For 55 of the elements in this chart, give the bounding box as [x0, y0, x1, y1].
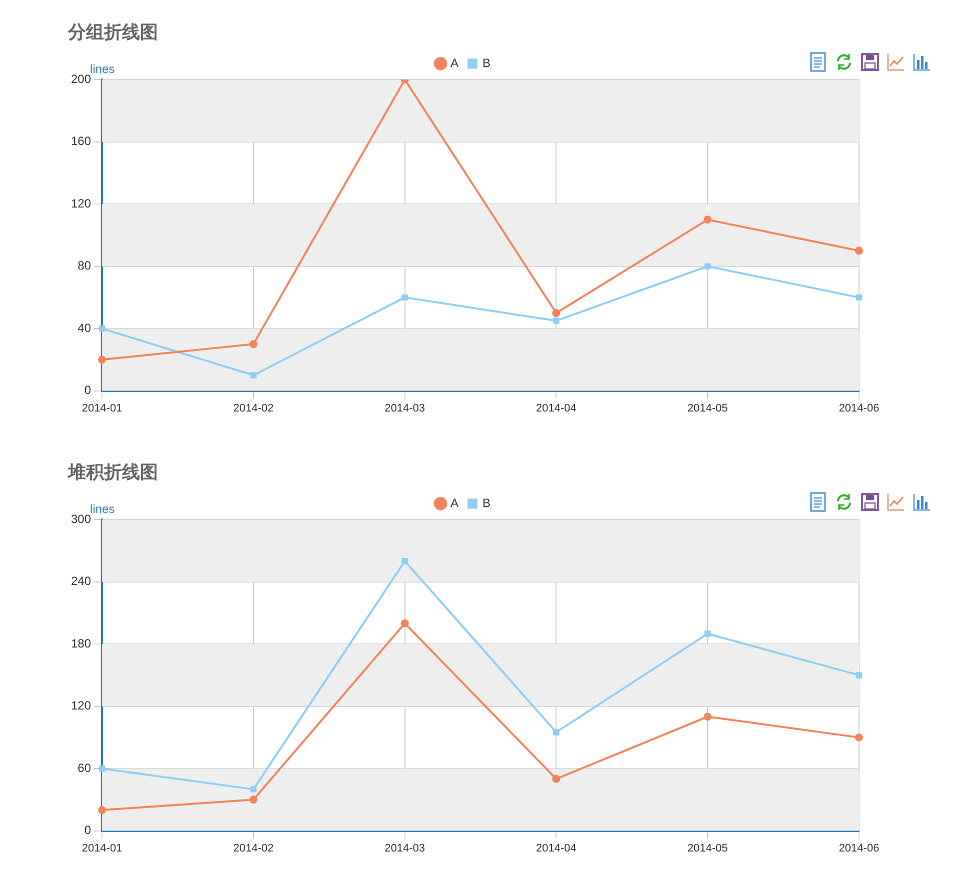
point	[704, 216, 712, 224]
point	[552, 774, 560, 783]
point	[98, 325, 106, 332]
y-tick-label: 120	[70, 196, 92, 210]
x-tick-label: 2014-01	[82, 402, 122, 414]
x-tick-label: 2014-06	[838, 402, 880, 414]
y-tick-label: 80	[78, 258, 92, 273]
y-tick-label: 0	[84, 383, 92, 398]
point	[856, 672, 862, 678]
x-tick-label: 2014-05	[687, 842, 728, 854]
point	[250, 372, 257, 378]
point	[552, 309, 560, 317]
point	[249, 340, 258, 348]
legend-label: B	[482, 56, 491, 70]
y-axis-title: lines	[90, 502, 115, 516]
y-tick-label: 300	[70, 512, 92, 526]
point	[249, 796, 258, 804]
y-tick-label: 240	[70, 574, 92, 588]
x-tick-label: 2014-04	[536, 842, 576, 854]
legend-label: A	[450, 496, 459, 510]
point	[250, 786, 257, 792]
point	[402, 558, 408, 564]
point	[553, 318, 560, 324]
point	[402, 294, 408, 301]
x-tick-label: 2014-05	[687, 402, 728, 414]
point	[98, 356, 106, 364]
x-tick-label: 2014-01	[82, 842, 122, 854]
x-tick-label: 2014-03	[384, 402, 425, 414]
y-tick-label: 120	[70, 698, 92, 713]
y-tick-label: 0	[84, 823, 92, 838]
legend-label: A	[450, 56, 459, 70]
point	[704, 712, 712, 721]
point	[553, 729, 560, 736]
y-tick-label: 60	[78, 760, 92, 775]
point	[855, 246, 863, 255]
legend-label: B	[482, 496, 491, 510]
chart-title: 分组折线图	[67, 22, 158, 42]
point	[855, 733, 863, 742]
y-tick-label: 40	[78, 320, 92, 335]
x-tick-label: 2014-03	[384, 842, 425, 854]
x-tick-label: 2014-02	[233, 842, 274, 854]
y-tick-label: 200	[70, 72, 92, 86]
y-tick-label: 160	[70, 134, 92, 148]
chart-title: 堆积折线图	[67, 462, 158, 482]
point	[98, 806, 106, 814]
x-tick-label: 2014-06	[838, 842, 880, 854]
point	[98, 765, 106, 772]
y-tick-label: 180	[70, 636, 92, 650]
x-tick-label: 2014-04	[536, 402, 576, 414]
y-axis-title: lines	[90, 62, 115, 76]
x-tick-label: 2014-02	[233, 402, 274, 414]
point	[400, 619, 409, 628]
point	[704, 630, 711, 637]
point	[856, 294, 862, 301]
point	[704, 263, 711, 270]
